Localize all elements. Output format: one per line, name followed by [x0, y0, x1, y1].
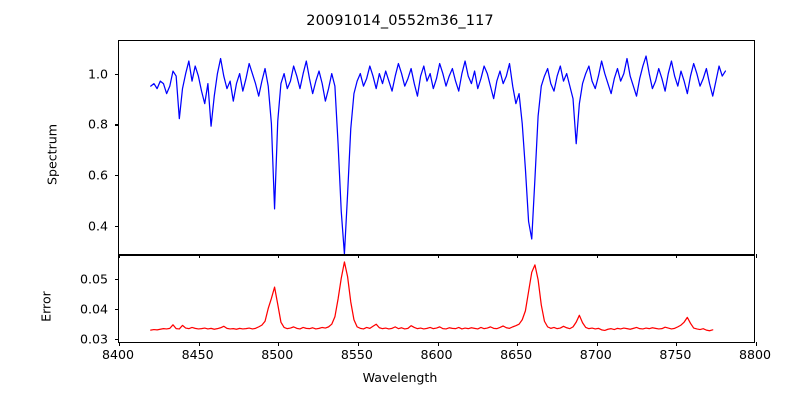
xtick-mark	[119, 254, 121, 258]
xtick-label: 8550	[340, 347, 373, 362]
xtick-mark	[357, 254, 359, 258]
ytick-label: 0.03	[79, 331, 108, 347]
figure-title: 20091014_0552m36_117	[306, 13, 494, 29]
xtick-mark	[517, 254, 519, 258]
error-line-series	[150, 261, 714, 332]
wavelength-axis-label: Wavelength	[362, 370, 438, 385]
ytick-mark	[115, 73, 119, 75]
ytick-mark	[115, 278, 119, 280]
ytick-mark	[115, 124, 119, 126]
ytick-mark	[115, 309, 119, 311]
xtick-label: 8750	[659, 347, 692, 362]
spectrum-line-series	[150, 55, 727, 254]
xtick-mark	[596, 342, 598, 346]
xtick-label: 8500	[261, 347, 294, 362]
xtick-mark	[756, 254, 758, 258]
spectrum-plot-area	[119, 41, 754, 254]
xtick-mark	[198, 342, 200, 346]
spectrum-axis-label: Spectrum	[44, 123, 60, 186]
ytick-mark	[115, 339, 119, 341]
ytick-label: 0.8	[87, 116, 108, 132]
xtick-mark	[596, 254, 598, 258]
ytick-mark	[115, 225, 119, 227]
xtick-label: 8450	[181, 347, 214, 362]
error-axis-label: Error	[38, 291, 54, 322]
xtick-label: 8650	[500, 347, 533, 362]
error-plot-area	[119, 256, 754, 342]
xtick-mark	[756, 342, 758, 346]
ytick-mark	[115, 175, 119, 177]
xtick-label: 8700	[579, 347, 612, 362]
xtick-mark	[517, 342, 519, 346]
xtick-label: 8400	[101, 347, 135, 362]
xtick-label: 8600	[420, 347, 453, 362]
xtick-mark	[676, 254, 678, 258]
ytick-label: 1.0	[87, 66, 108, 82]
xtick-mark	[676, 342, 678, 346]
xtick-mark	[278, 342, 280, 346]
ytick-label: 0.4	[87, 218, 108, 234]
ytick-label: 0.04	[79, 301, 108, 317]
ytick-label: 0.05	[79, 271, 108, 287]
error-axes: 0.05 0.04 0.03	[80, 255, 758, 347]
spectrum-ytick-labels	[119, 41, 227, 254]
error-ytick-labels	[119, 256, 227, 342]
xtick-mark	[437, 254, 439, 258]
ytick-label: 0.6	[87, 167, 108, 183]
spectrum-axes: 1.0 0.8 0.6 0.4	[88, 40, 758, 258]
xtick-mark	[357, 342, 359, 346]
xtick-label: 8800	[738, 347, 772, 362]
xtick-mark	[437, 342, 439, 346]
xtick-mark	[278, 254, 280, 258]
xtick-mark	[198, 254, 200, 258]
xtick-mark	[119, 342, 121, 346]
